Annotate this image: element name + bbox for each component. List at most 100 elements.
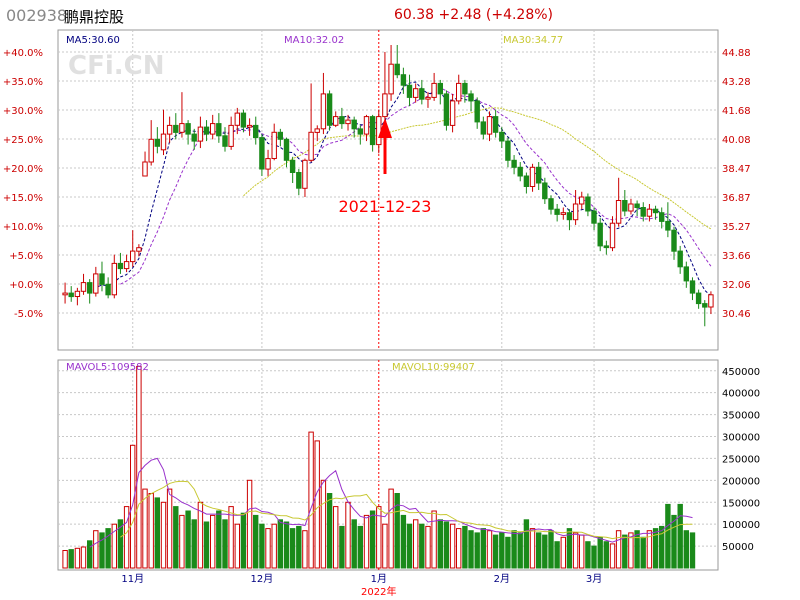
- candle-body: [345, 119, 351, 125]
- volume-bar: [572, 532, 579, 569]
- left-axis-tick: +20.0%: [3, 164, 43, 175]
- candle-body: [449, 100, 456, 126]
- candle-body: [210, 123, 216, 135]
- candle-body: [111, 262, 117, 296]
- candle-body: [511, 159, 517, 168]
- volume-bar: [326, 493, 333, 569]
- volume-bar: [246, 479, 253, 569]
- volume-bar: [320, 479, 327, 569]
- candle-body: [431, 82, 437, 98]
- right-axis-tick: 38.47: [722, 164, 751, 175]
- candle-body: [173, 124, 179, 133]
- candle-body: [585, 196, 591, 212]
- volume-bar: [136, 365, 142, 569]
- candle-body: [597, 222, 603, 247]
- candle-body: [80, 282, 87, 292]
- volume-bar: [179, 514, 185, 569]
- left-axis-tick: +25.0%: [3, 135, 43, 146]
- volume-axis-tick: 100000: [722, 520, 760, 531]
- candle-body: [659, 212, 665, 222]
- candle-body: [505, 140, 511, 161]
- candle-body: [486, 116, 493, 135]
- volume-axis-tick: 200000: [722, 476, 760, 487]
- volume-bar: [166, 488, 173, 569]
- candle-body: [579, 196, 585, 205]
- candle-body: [560, 212, 566, 215]
- volume-bar: [271, 523, 277, 569]
- volume-bar: [400, 514, 407, 569]
- volume-bar: [62, 550, 68, 569]
- candle-body: [376, 116, 382, 146]
- volume-bar: [492, 534, 499, 569]
- right-axis-tick: 43.28: [722, 77, 751, 88]
- volume-bar: [603, 541, 609, 569]
- candle-body: [628, 203, 634, 212]
- left-axis-tick: +15.0%: [3, 193, 43, 204]
- candle-body: [271, 131, 277, 160]
- left-axis-tick: +40.0%: [3, 48, 43, 59]
- volume-bar: [536, 532, 542, 569]
- kline-panel: [57, 29, 719, 351]
- candle-body: [523, 175, 530, 187]
- candle-body: [419, 88, 425, 100]
- volume-legend-item: MAVOL5:109582: [66, 362, 149, 373]
- candle-body: [566, 212, 573, 221]
- legend: MA5:30.60 MA10:32.02 MA30:34.77 MAVOL5:1095…: [66, 35, 563, 373]
- candle-body: [326, 93, 333, 126]
- candle-body: [302, 159, 308, 189]
- volume-bar: [93, 530, 99, 569]
- candle-body: [308, 131, 314, 161]
- volume-bar: [689, 532, 696, 569]
- volume-bar: [185, 510, 191, 569]
- volume-axis-tick: 450000: [722, 367, 760, 378]
- candle-body: [289, 159, 296, 174]
- x-axis-tick: 11月: [121, 573, 144, 585]
- candle-body: [499, 131, 505, 142]
- candle-body: [123, 261, 130, 270]
- volume-bar: [259, 523, 265, 569]
- candle-body: [474, 100, 480, 123]
- candle-body: [87, 282, 93, 294]
- candle-body: [572, 203, 579, 221]
- candle-body: [191, 133, 197, 142]
- volume-bar: [542, 534, 548, 569]
- volume-bar: [296, 525, 302, 569]
- volume-bar: [622, 534, 628, 569]
- candle-body: [148, 138, 154, 163]
- volume-axis-tick: 250000: [722, 454, 760, 465]
- volume-bar: [456, 528, 462, 569]
- candle-body: [74, 290, 81, 297]
- axis-labels: +40.0% +35.0% +30.0% +25.0% +20.0% +15.0% +10.…: [3, 48, 760, 598]
- candle-body: [197, 126, 204, 142]
- candle-body: [117, 262, 124, 270]
- candle-body: [265, 158, 271, 170]
- candle-body: [640, 207, 646, 217]
- right-axis-tick: 30.46: [722, 309, 751, 320]
- annotation-arrow-head: [378, 118, 392, 138]
- volume-bar: [413, 519, 419, 569]
- volume-bar: [105, 528, 111, 569]
- volume-bar: [142, 488, 148, 569]
- candle-body: [468, 93, 474, 102]
- volume-bar: [523, 519, 530, 569]
- volume-bar: [351, 519, 357, 569]
- candle-body: [179, 123, 185, 133]
- legend-item: MA30:34.77: [503, 35, 563, 46]
- candle-body: [314, 128, 320, 133]
- candle-body: [456, 82, 462, 102]
- candle-body: [105, 283, 111, 296]
- candle-body: [615, 200, 622, 224]
- volume-bar: [68, 549, 74, 569]
- right-axis-tick: 44.88: [722, 48, 751, 59]
- candle-body: [369, 116, 376, 146]
- candle-body: [357, 128, 364, 135]
- right-axis-tick: 33.66: [722, 251, 751, 262]
- candle-body: [529, 166, 536, 188]
- volume-bar: [289, 528, 296, 569]
- candle-body: [443, 93, 450, 126]
- candle-body: [277, 131, 284, 140]
- volume-legend-item: MAVOL10:99407: [392, 362, 475, 373]
- volume-bar: [283, 521, 290, 569]
- volume-bar: [345, 501, 351, 569]
